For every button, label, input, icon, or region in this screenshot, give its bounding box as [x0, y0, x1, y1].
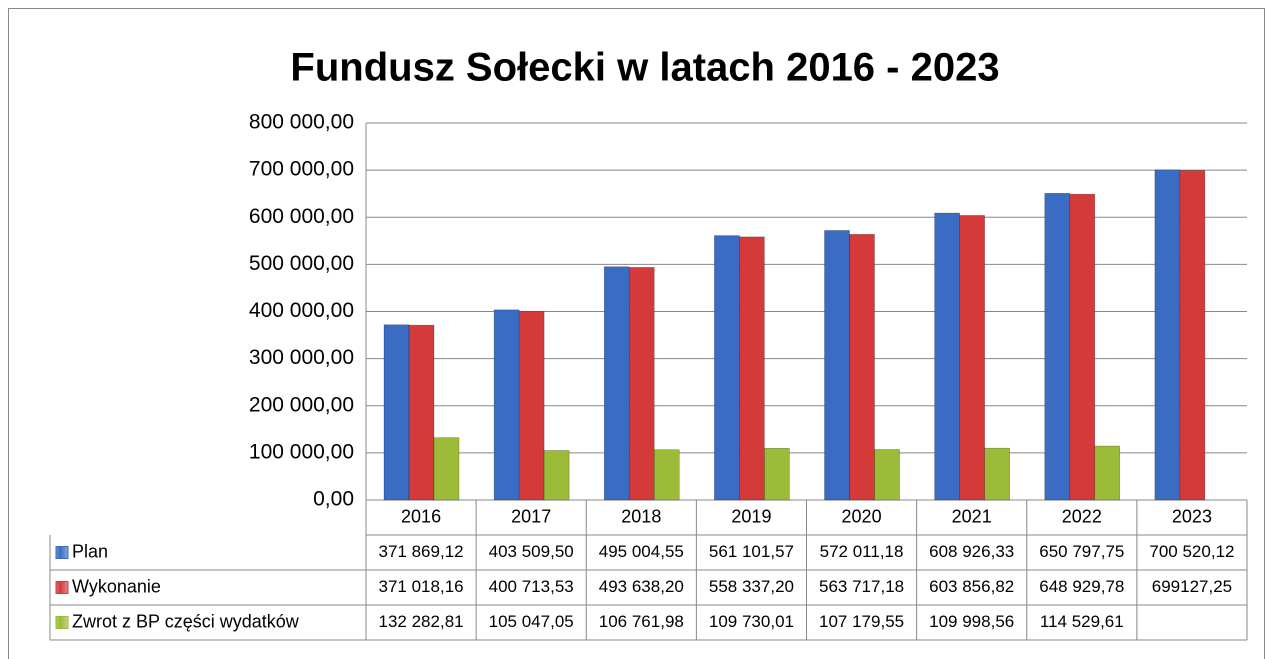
table-value: 650 797,75	[1039, 542, 1124, 561]
bar	[1179, 170, 1206, 501]
table-value: 700 520,12	[1149, 542, 1234, 561]
y-tick-label: 400 000,00	[249, 299, 354, 322]
x-tick-label: 2020	[842, 506, 882, 526]
table-value: 105 047,05	[489, 612, 574, 631]
bar	[824, 230, 850, 501]
y-tick-label: 800 000,00	[249, 111, 354, 134]
bar	[653, 449, 680, 501]
bar	[739, 236, 765, 501]
table-value: 114 529,61	[1040, 612, 1124, 631]
y-tick-label: 600 000,00	[249, 205, 354, 228]
bar	[383, 324, 410, 501]
x-tick-label: 2022	[1062, 506, 1102, 526]
chart-title: Fundusz Sołecki w latach 2016 - 2023	[290, 46, 999, 90]
legend-label: Zwrot z BP części wydatków	[72, 611, 300, 631]
y-tick-label: 500 000,00	[249, 252, 354, 275]
y-tick-label: 300 000,00	[249, 346, 354, 369]
table-value: 608 926,33	[929, 542, 1014, 561]
table-value: 109 998,56	[929, 612, 1014, 631]
table-value: 371 018,16	[379, 577, 464, 596]
table-value: 558 337,20	[709, 577, 794, 596]
y-tick-label: 0,00	[313, 488, 354, 511]
legend-label: Wykonanie	[72, 576, 161, 596]
table-value: 109 730,01	[709, 612, 794, 631]
table-value: 699127,25	[1152, 577, 1232, 596]
y-tick-label: 700 000,00	[249, 158, 354, 181]
x-tick-label: 2023	[1172, 506, 1212, 526]
table-value: 132 282,81	[379, 612, 464, 631]
x-tick-label: 2017	[511, 506, 551, 526]
bar	[714, 235, 740, 501]
bar	[433, 437, 460, 501]
bar	[1044, 193, 1071, 501]
bar	[984, 447, 1010, 501]
bar	[518, 310, 545, 501]
x-tick-label: 2019	[731, 506, 771, 526]
bar	[543, 450, 570, 501]
bar	[603, 266, 630, 501]
legend-swatch	[55, 581, 69, 594]
bar	[764, 447, 790, 501]
legend-label: Plan	[72, 541, 108, 561]
x-tick-label: 2018	[621, 506, 661, 526]
x-tick-label: 2021	[952, 506, 992, 526]
legend-swatch	[55, 616, 69, 629]
bar	[493, 309, 520, 501]
table-value: 400 713,53	[489, 577, 574, 596]
bar	[874, 449, 900, 501]
y-tick-label: 100 000,00	[249, 440, 354, 463]
legend-swatch	[55, 546, 69, 559]
bar	[849, 234, 875, 501]
bar	[1094, 445, 1121, 501]
bar	[628, 267, 655, 501]
bar	[1069, 193, 1096, 501]
table-value: 572 011,18	[820, 542, 904, 561]
table-value: 561 101,57	[709, 542, 794, 561]
x-tick-label: 2016	[401, 506, 441, 526]
bar	[959, 215, 985, 501]
bar	[408, 324, 435, 501]
y-tick-label: 200 000,00	[249, 393, 354, 416]
bar	[934, 212, 960, 501]
table-value: 648 929,78	[1039, 577, 1124, 596]
table-value: 403 509,50	[489, 542, 574, 561]
table-value: 106 761,98	[599, 612, 684, 631]
table-value: 107 179,55	[819, 612, 904, 631]
table-value: 493 638,20	[599, 577, 684, 596]
table-value: 495 004,55	[599, 542, 684, 561]
table-value: 563 717,18	[819, 577, 904, 596]
table-value: 603 856,82	[929, 577, 1014, 596]
table-value: 371 869,12	[379, 542, 464, 561]
bar	[1154, 169, 1181, 501]
